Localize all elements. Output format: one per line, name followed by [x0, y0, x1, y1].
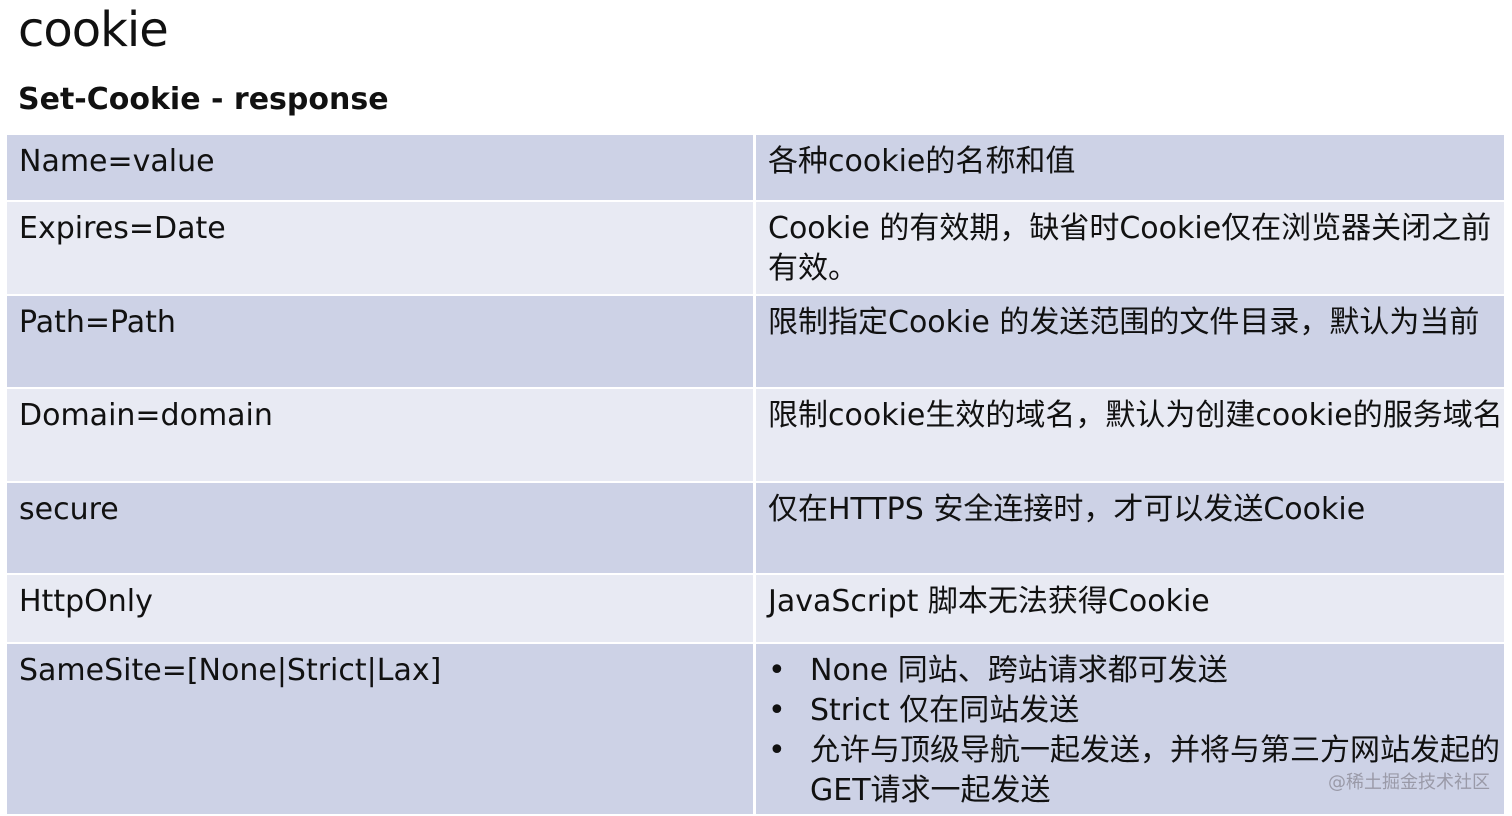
bullet-item: None 同站、跨站请求都可发送	[768, 651, 1504, 691]
table-row: HttpOnly JavaScript 脚本无法获得Cookie	[7, 575, 1504, 642]
bullet-item: Strict 仅在同站发送	[768, 691, 1504, 731]
attribute-cell: HttpOnly	[7, 575, 753, 642]
table-row: SameSite=[None|Strict|Lax]None 同站、跨站请求都可…	[7, 644, 1504, 814]
description-cell: 仅在HTTPS 安全连接时，才可以发送Cookie	[756, 483, 1504, 573]
samesite-bullet-list: None 同站、跨站请求都可发送Strict 仅在同站发送允许与顶级导航一起发送…	[768, 651, 1504, 811]
attribute-cell: Name=value	[7, 135, 753, 200]
attribute-cell: SameSite=[None|Strict|Lax]	[7, 644, 753, 814]
description-cell: Cookie 的有效期，缺省时Cookie仅在浏览器关闭之前有效。	[756, 202, 1504, 294]
attribute-cell: Expires=Date	[7, 202, 753, 294]
table-row: Name=value 各种cookie的名称和值	[7, 135, 1504, 200]
attribute-cell: Domain=domain	[7, 389, 753, 481]
table-row: Domain=domain 限制cookie生效的域名，默认为创建cookie的服…	[7, 389, 1504, 481]
table-row: secure 仅在HTTPS 安全连接时，才可以发送Cookie	[7, 483, 1504, 573]
attribute-cell: secure	[7, 483, 753, 573]
table-row: Expires=Date Cookie 的有效期，缺省时Cookie仅在浏览器关闭…	[7, 202, 1504, 294]
table-row: Path=Path 限制指定Cookie 的发送范围的文件目录，默认为当前	[7, 296, 1504, 387]
description-cell: 限制cookie生效的域名，默认为创建cookie的服务域名	[756, 389, 1504, 481]
description-cell: 各种cookie的名称和值	[756, 135, 1504, 200]
slide-title: cookie	[18, 2, 169, 58]
description-cell: None 同站、跨站请求都可发送Strict 仅在同站发送允许与顶级导航一起发送…	[756, 644, 1504, 814]
bullet-item: 允许与顶级导航一起发送，并将与第三方网站发起的GET请求一起发送	[768, 731, 1504, 811]
attribute-cell: Path=Path	[7, 296, 753, 387]
slide-subtitle: Set-Cookie - response	[18, 82, 389, 117]
description-cell: 限制指定Cookie 的发送范围的文件目录，默认为当前	[756, 296, 1504, 387]
description-cell: JavaScript 脚本无法获得Cookie	[756, 575, 1504, 642]
watermark: @稀土掘金技术社区	[1328, 772, 1490, 793]
